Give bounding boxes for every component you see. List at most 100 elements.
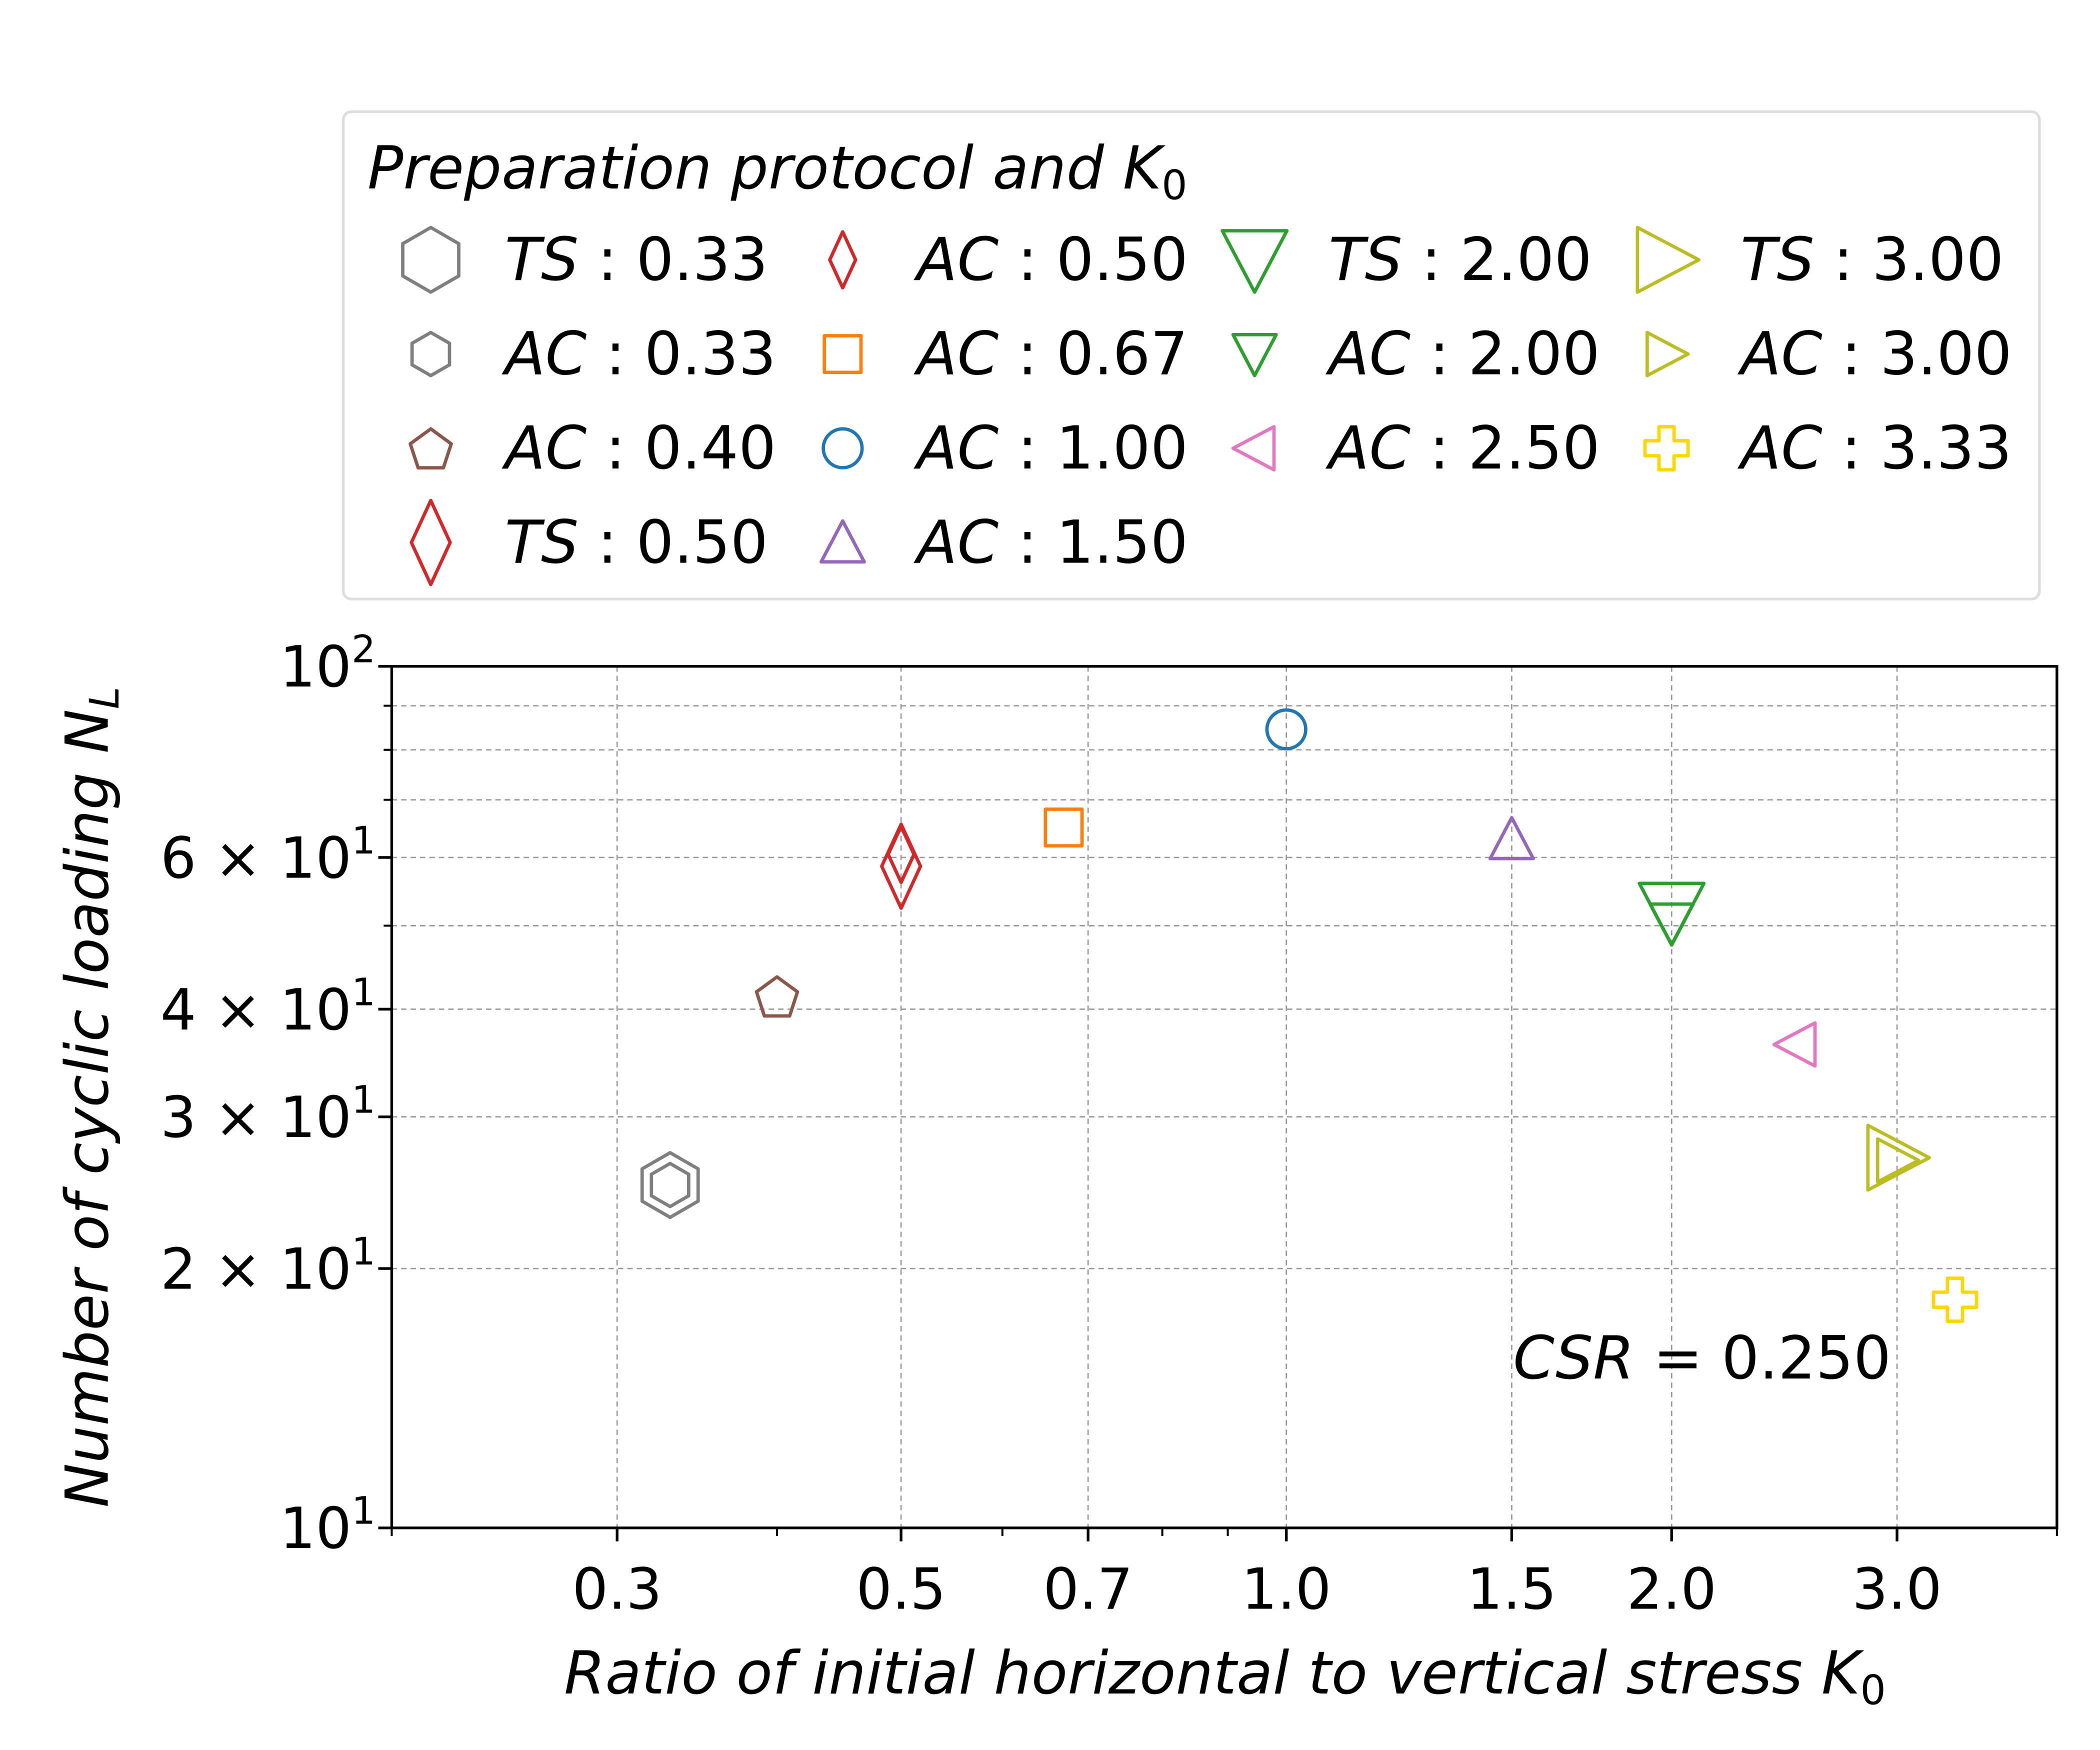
x-tick-label: 1.5 (1467, 1556, 1557, 1622)
legend-protocol: TS (505, 508, 579, 576)
legend-marker-triangle-right (1645, 330, 1690, 378)
legend-marker-hexagon (410, 330, 452, 378)
data-point-ac-plus (1932, 1276, 1978, 1323)
x-axis-label: Ratio of initial horizontal to vertical … (564, 1638, 1886, 1714)
y-tick-exponent: 1 (352, 1230, 376, 1274)
legend-k0: : 2.00 (1402, 225, 1592, 294)
legend-k0: : 0.33 (578, 225, 768, 294)
legend-k0: : 3.00 (1822, 319, 2012, 388)
x-tick-label: 0.5 (856, 1556, 946, 1622)
x-tick-label: 1.0 (1242, 1556, 1332, 1622)
legend-entry: AC : 0.67 (822, 319, 1188, 388)
y-tick-mantissa: 6 × (160, 825, 280, 891)
data-point-ac-diamond (886, 824, 916, 884)
data-point-ac-triangle-right (1876, 1137, 1920, 1184)
data-point-ac-circle (1265, 708, 1308, 750)
y-tick-base: 10 (280, 634, 352, 700)
legend-marker-diamond (828, 230, 858, 290)
x-tick-label: 3.0 (1852, 1556, 1942, 1622)
y-axis-label: Number of cyclic loading NL (52, 686, 128, 1508)
legend-label: AC : 1.00 (913, 414, 1188, 482)
data-point-ts-hexagon (640, 1151, 700, 1220)
legend-protocol: AC (1737, 319, 1822, 388)
legend-label: AC : 0.50 (913, 225, 1188, 294)
y-tick-base: 10 (280, 977, 352, 1043)
legend-k0: : 0.50 (998, 225, 1188, 294)
legend: Preparation protocol and K0 TS : 0.33AC … (342, 110, 2041, 600)
y-tick-base: 10 (280, 825, 352, 891)
y-tick-label: 3 × 101 (160, 1078, 376, 1150)
legend-entry: AC : 2.50 (1231, 414, 1600, 482)
legend-label: AC : 2.50 (1325, 414, 1600, 482)
legend-protocol: TS (1328, 225, 1402, 294)
legend-protocol: AC (913, 225, 998, 294)
legend-k0: : 1.00 (998, 414, 1188, 482)
y-tick-label: 101 (280, 1489, 376, 1562)
legend-label: TS : 0.33 (505, 225, 768, 294)
legend-entry: AC : 1.00 (822, 414, 1188, 482)
y-tick-base: 10 (280, 1236, 352, 1302)
data-point-ac-square (1044, 807, 1084, 848)
legend-label: AC : 0.33 (502, 319, 776, 388)
legend-label: AC : 1.50 (913, 508, 1188, 576)
legend-label: AC : 0.40 (502, 414, 776, 482)
data-point-ac-triangle-up (1488, 816, 1535, 860)
y-tick-exponent: 1 (352, 818, 376, 862)
legend-protocol: TS (1740, 225, 1814, 294)
legend-label: AC : 0.67 (913, 319, 1188, 388)
y-tick-base: 10 (280, 1084, 352, 1150)
legend-entry: AC : 0.33 (410, 319, 776, 388)
legend-marker-circle (822, 427, 864, 470)
legend-marker-triangle-left (1231, 425, 1276, 472)
legend-marker-square (822, 334, 863, 374)
legend-label: AC : 3.33 (1737, 414, 2012, 482)
legend-entry: AC : 3.00 (1645, 319, 2012, 388)
y-tick-mantissa: 2 × (160, 1236, 280, 1302)
legend-marker-plus (1643, 425, 1690, 472)
data-point-ac-hexagon (650, 1162, 690, 1208)
legend-label: AC : 3.00 (1737, 319, 2012, 388)
legend-label: TS : 2.00 (1328, 225, 1592, 294)
data-point-ts-triangle-right (1866, 1124, 1931, 1192)
x-tick-label: 2.0 (1626, 1556, 1716, 1622)
y-tick-exponent: 1 (352, 970, 376, 1014)
legend-entry: TS : 0.33 (401, 225, 768, 294)
legend-k0: : 0.33 (586, 319, 776, 388)
legend-protocol: TS (505, 225, 579, 294)
legend-entry: AC : 3.33 (1643, 414, 2012, 482)
legend-protocol: AC (913, 508, 998, 576)
legend-label: TS : 3.00 (1740, 225, 2004, 294)
y-tick-mantissa: 3 × (160, 1084, 280, 1150)
legend-marker-hexagon (401, 226, 460, 294)
csr-annotation: CSR = 0.250 (1513, 1324, 1891, 1392)
legend-marker-triangle-down (1231, 332, 1278, 378)
data-point-ac-triangle-down (1648, 902, 1695, 947)
legend-entry: AC : 2.00 (1231, 319, 1600, 388)
legend-protocol: AC (502, 414, 587, 482)
y-tick-mantissa: 4 × (160, 977, 280, 1043)
legend-protocol: AC (1737, 414, 1822, 482)
y-tick-exponent: 1 (352, 1078, 376, 1122)
legend-protocol: AC (1325, 319, 1410, 388)
legend-protocol: AC (502, 319, 587, 388)
legend-marker-diamond (410, 498, 452, 586)
legend-marker-triangle-up (819, 519, 866, 564)
legend-entry: TS : 0.50 (410, 498, 768, 586)
legend-k0: : 2.50 (1410, 414, 1600, 482)
x-tick-label: 0.7 (1043, 1556, 1133, 1622)
legend-marker-pentagon (408, 427, 453, 470)
legend-marker-triangle-down (1220, 229, 1289, 294)
axes-frame (390, 665, 2058, 1530)
y-tick-label: 6 × 101 (160, 818, 376, 891)
y-tick-base: 10 (280, 1496, 352, 1562)
data-point-ac-triangle-left (1772, 1021, 1817, 1068)
legend-protocol: AC (913, 414, 998, 482)
legend-k0: : 0.67 (998, 319, 1188, 388)
legend-entry: AC : 1.50 (819, 508, 1188, 576)
legend-entry: AC : 0.50 (828, 225, 1188, 294)
y-tick-label: 102 (280, 628, 376, 700)
y-tick-label: 4 × 101 (160, 970, 376, 1042)
legend-k0: : 3.00 (1814, 225, 2004, 294)
